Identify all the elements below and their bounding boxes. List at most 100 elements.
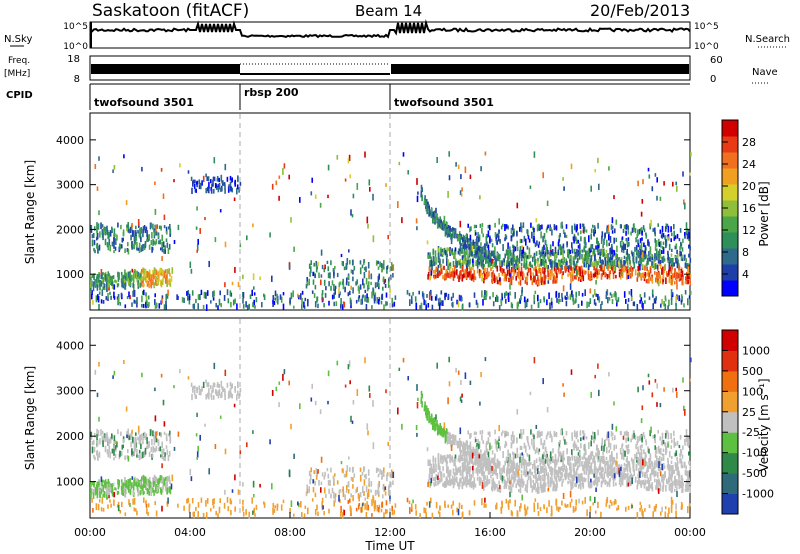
power-cell-1528 [519, 280, 522, 286]
velocity-cell-373 [164, 452, 166, 458]
velocity-cell-466 [194, 385, 196, 390]
velocity-cell-1306 [452, 438, 455, 445]
power-cell-2276 [469, 275, 471, 280]
power-cell-836 [109, 291, 111, 295]
power-cell-583 [670, 294, 673, 301]
power-cell-49 [138, 275, 140, 280]
velocity-cell-243 [150, 487, 152, 495]
power-cell-724 [550, 297, 553, 305]
velocity-cell-1325 [657, 466, 660, 471]
cpid-segment-2: rbsp 200 [244, 86, 299, 99]
power-cell-2794 [590, 228, 593, 233]
velocity-cell-322 [169, 430, 171, 437]
power-cell-2788 [684, 235, 686, 239]
power-cell-2509 [512, 244, 514, 249]
velocity-cell-1897 [595, 475, 598, 480]
velocity-cell-1863 [539, 482, 542, 489]
power-cell-981 [336, 272, 339, 278]
power-cell-2945 [417, 191, 419, 195]
velocity-cell-1526 [526, 462, 529, 466]
velocity-cell-341 [96, 434, 98, 440]
power-cell-1375 [666, 271, 668, 277]
power-cell-510 [572, 298, 575, 305]
power-cell-2974 [640, 211, 643, 217]
power-cell-485 [222, 182, 225, 186]
power-cell-1298 [475, 247, 477, 253]
power-cell-2557 [573, 223, 576, 231]
power-cell-2193 [518, 281, 520, 285]
power-cell-2567 [484, 245, 487, 252]
power-cell-2543 [536, 240, 538, 246]
velocity-cell-922 [533, 508, 536, 513]
power-cell-1912 [621, 271, 624, 278]
power-cell-1904 [561, 258, 563, 264]
power-cell-1165 [436, 213, 438, 218]
velocity-cell-1018 [332, 475, 335, 480]
power-cell-2845 [489, 236, 491, 244]
power-cell-2098 [547, 270, 549, 277]
velocity-cell-1648 [619, 483, 622, 488]
velocity-cell-1883 [476, 469, 479, 476]
velocity-cell-1171 [466, 451, 469, 456]
power-cell-1306 [452, 231, 455, 238]
power-cell-2033 [643, 275, 646, 279]
power-cell-1628 [549, 259, 551, 265]
power-cell-990 [372, 287, 374, 292]
power-cell-255 [133, 272, 135, 279]
velocity-cell-360 [91, 446, 94, 454]
power-cell-3061 [92, 300, 94, 305]
power-cell-2992 [407, 170, 409, 175]
power-colorbar-swatch-8 [722, 152, 738, 169]
velocity-cell-740 [95, 503, 98, 511]
power-cell-3039 [204, 217, 206, 221]
velocity-cell-1033 [308, 470, 311, 477]
power-cell-2850 [683, 199, 685, 205]
power-cell-2985 [672, 181, 674, 187]
velocity-cell-230 [95, 488, 97, 494]
power-cell-243 [150, 280, 152, 287]
power-cell-324 [113, 228, 116, 235]
power-cell-1779 [601, 266, 604, 273]
power-cell-447 [217, 184, 219, 188]
velocity-cell-1043 [342, 486, 344, 492]
power-cell-476 [214, 183, 217, 189]
velocity-cell-749 [226, 496, 229, 503]
power-cell-1998 [683, 257, 686, 261]
power-cell-2172 [492, 254, 495, 259]
power-cell-412 [146, 230, 148, 237]
power-cell-1781 [490, 267, 492, 272]
freq-frame [89, 55, 691, 81]
power-cell-1513 [659, 276, 662, 284]
power-cell-1001 [384, 283, 387, 288]
velocity-cell-1886 [541, 486, 544, 493]
power-cell-2273 [554, 276, 556, 280]
power-cell-2920 [661, 298, 663, 305]
power-cell-717 [648, 296, 651, 301]
power-cell-2158 [648, 272, 651, 277]
velocity-cell-1210 [453, 437, 456, 441]
velocity-cell-1412 [573, 475, 576, 481]
power-cell-2082 [456, 260, 458, 268]
power-cell-1863 [539, 274, 542, 281]
velocity-cell-669 [135, 508, 137, 512]
power-cell-1872 [620, 257, 623, 261]
power-cell-2603 [565, 224, 568, 229]
power-cell-610 [282, 303, 285, 310]
power-cell-910 [386, 301, 388, 306]
power-cell-740 [95, 295, 98, 303]
velocity-cell-1314 [674, 479, 677, 485]
power-cell-2461 [688, 244, 690, 249]
power-cell-3052 [163, 214, 166, 220]
power-ytick-label-1000: 1000 [56, 268, 84, 281]
velocity-cell-1627 [654, 478, 656, 483]
velocity-cell-862 [565, 504, 567, 508]
velocity-cell-1778 [645, 470, 648, 474]
power-cell-1043 [342, 278, 344, 284]
power-cell-1308 [430, 212, 432, 218]
power-cell-2201 [530, 274, 532, 279]
velocity-cell-431 [135, 432, 137, 436]
velocity-cell-882 [349, 498, 351, 503]
power-cell-2217 [489, 258, 492, 263]
velocity-cell-959 [344, 494, 346, 500]
velocity-cell-460 [210, 385, 212, 390]
